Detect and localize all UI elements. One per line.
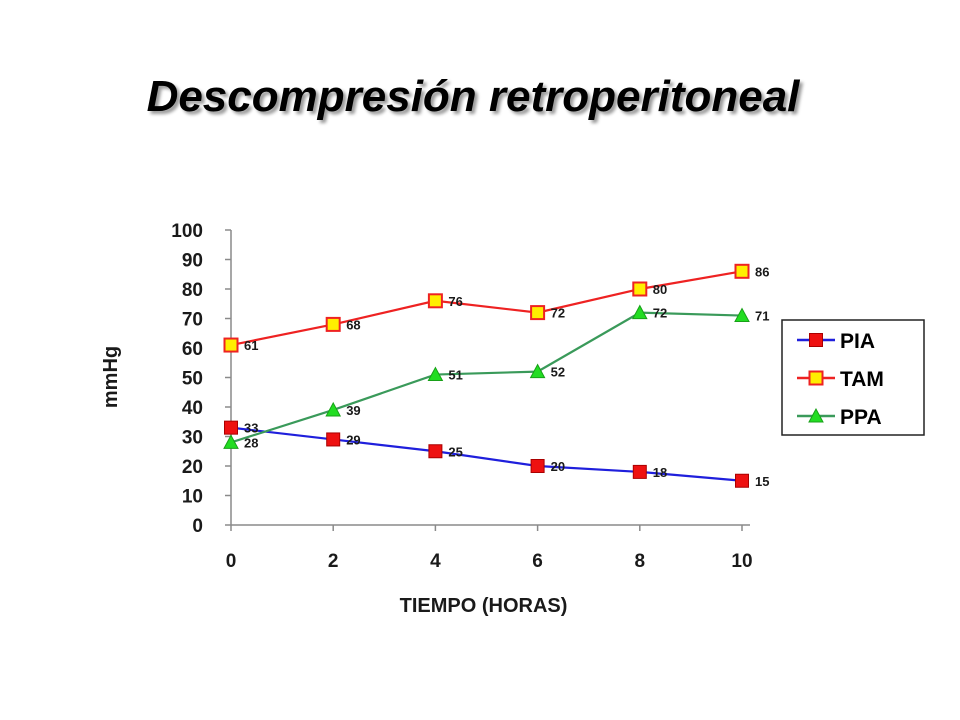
data-label-tam: 80 <box>653 282 667 297</box>
data-label-pia: 25 <box>448 444 462 459</box>
y-tick-label: 40 <box>182 398 203 419</box>
x-tick-label: 0 <box>226 551 237 572</box>
data-label-ppa: 71 <box>755 309 769 324</box>
data-point-pia <box>326 432 341 447</box>
series-line-tam <box>230 270 743 347</box>
data-label-pia: 33 <box>244 421 258 436</box>
legend-marker-ppa <box>808 407 824 423</box>
legend-marker-tam <box>808 370 824 386</box>
data-point-ppa <box>223 434 239 449</box>
y-tick-label: 30 <box>182 428 203 449</box>
data-point-ppa <box>529 363 546 379</box>
slide-title: Descompresión retroperitoneal <box>146 72 800 121</box>
data-label-pia: 29 <box>346 432 360 447</box>
x-tick-label: 4 <box>430 551 441 572</box>
y-tick-label: 80 <box>182 280 203 301</box>
data-point-tam <box>325 316 341 332</box>
y-tick-label: 10 <box>182 487 203 508</box>
data-label-ppa: 39 <box>346 403 360 418</box>
data-point-tam <box>223 337 239 353</box>
x-axis-title: TIEMPO (HORAS) <box>400 595 568 617</box>
data-label-tam: 86 <box>755 264 769 279</box>
data-point-ppa <box>427 366 444 382</box>
legend-label-pia: PIA <box>840 330 875 353</box>
legend-marker-pia <box>809 333 823 347</box>
x-tick-label: 10 <box>731 551 752 572</box>
x-tick-label: 8 <box>635 551 646 572</box>
data-label-tam: 61 <box>244 338 258 353</box>
series-line-ppa <box>230 311 743 444</box>
data-label-tam: 72 <box>551 306 565 321</box>
data-label-pia: 18 <box>653 465 667 480</box>
y-tick-label: 60 <box>182 339 203 360</box>
y-tick-label: 100 <box>171 221 203 242</box>
legend-label-ppa: PPA <box>840 406 882 429</box>
data-label-ppa: 51 <box>448 368 462 383</box>
y-tick-label: 0 <box>192 516 203 537</box>
data-point-pia <box>530 459 545 473</box>
legend-label-tam: TAM <box>840 368 884 391</box>
data-label-ppa: 28 <box>244 435 258 450</box>
y-tick-label: 20 <box>182 457 203 478</box>
data-point-pia <box>428 444 443 459</box>
data-label-tam: 68 <box>346 317 360 332</box>
data-point-ppa <box>325 401 342 417</box>
data-point-tam <box>734 263 750 279</box>
data-label-ppa: 52 <box>551 365 565 380</box>
series-pia: 33 29 25 20 18 15 <box>224 420 769 489</box>
data-label-pia: 15 <box>755 474 769 489</box>
data-point-pia <box>632 464 647 479</box>
x-tick-label: 2 <box>328 551 339 572</box>
x-tick-label: 6 <box>532 551 543 572</box>
data-point-ppa <box>734 307 750 323</box>
data-point-tam <box>530 305 546 321</box>
data-point-pia <box>735 473 749 488</box>
data-point-ppa <box>631 304 648 320</box>
data-label-ppa: 72 <box>653 306 667 321</box>
series-ppa: 28 39 51 52 72 71 <box>223 304 769 450</box>
y-tick-label: 70 <box>182 310 203 331</box>
data-label-pia: 20 <box>551 459 565 474</box>
data-point-pia <box>224 420 238 435</box>
y-axis-title: mmHg <box>100 346 122 408</box>
series-line-pia <box>230 426 743 482</box>
legend: PIA TAM PPA <box>781 319 925 436</box>
y-tick-label: 50 <box>182 369 203 390</box>
y-tick-label: 90 <box>182 251 203 272</box>
data-point-tam <box>427 293 443 309</box>
data-point-tam <box>632 281 648 297</box>
data-label-tam: 76 <box>448 294 462 309</box>
series-tam: 61 68 76 72 80 86 <box>223 263 769 353</box>
